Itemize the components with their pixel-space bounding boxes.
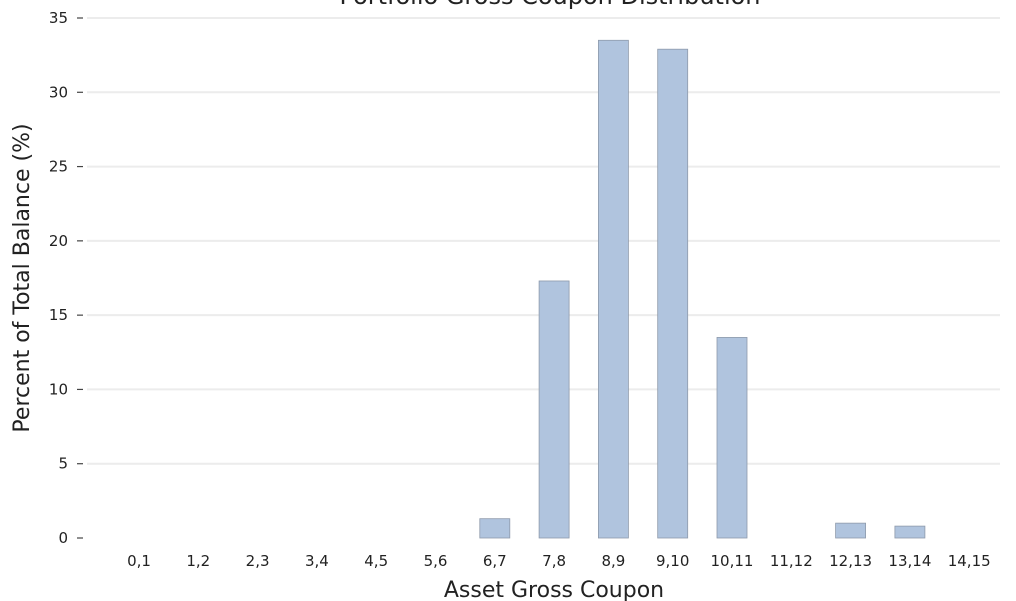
bars bbox=[479, 39, 926, 539]
bar-8-9 bbox=[598, 39, 629, 539]
x-tick-label: 12,13 bbox=[829, 552, 872, 570]
y-tick-label: 10 bbox=[49, 380, 68, 398]
x-tick-label: 11,12 bbox=[770, 552, 813, 570]
y-tick-label: 30 bbox=[49, 83, 68, 101]
x-axis: 0,1 1,2 2,3 3,4 4,5 5,6 6,7 7,8 8,9 9,10 10,11 11,1… bbox=[127, 552, 991, 570]
y-tick-label: 25 bbox=[49, 158, 68, 176]
bar-9-10 bbox=[657, 48, 689, 539]
x-tick-label: 3,4 bbox=[305, 552, 329, 570]
x-tick-label: 14,15 bbox=[948, 552, 991, 570]
x-tick-label: 10,11 bbox=[711, 552, 754, 570]
y-tick-label: 15 bbox=[49, 306, 68, 324]
x-tick-label: 6,7 bbox=[483, 552, 507, 570]
x-tick-label: 8,9 bbox=[601, 552, 625, 570]
bar-6-7 bbox=[479, 518, 511, 539]
x-tick-label: 1,2 bbox=[186, 552, 210, 570]
y-axis-title: Percent of Total Balance (%) bbox=[10, 123, 35, 432]
y-tick-label: 0 bbox=[58, 529, 68, 547]
x-tick-label: 4,5 bbox=[364, 552, 388, 570]
x-tick-label: 9,10 bbox=[656, 552, 689, 570]
bar-13-14 bbox=[894, 525, 926, 539]
chart-title: Portfolio Gross Coupon Distribution bbox=[339, 0, 760, 10]
x-tick-label: 13,14 bbox=[888, 552, 931, 570]
bar-10-11 bbox=[716, 337, 748, 539]
x-tick-label: 2,3 bbox=[246, 552, 270, 570]
x-tick-label: 5,6 bbox=[424, 552, 448, 570]
y-tick-label: 5 bbox=[58, 455, 68, 473]
x-tick-label: 0,1 bbox=[127, 552, 151, 570]
y-axis: 0 5 10 15 20 25 30 35 bbox=[49, 9, 83, 547]
y-tick-label: 35 bbox=[49, 9, 68, 27]
x-tick-label: 7,8 bbox=[542, 552, 566, 570]
bar-7-8 bbox=[538, 280, 570, 539]
y-tick-label: 20 bbox=[49, 232, 68, 250]
bar-12-13 bbox=[835, 522, 866, 539]
x-axis-title: Asset Gross Coupon bbox=[444, 578, 664, 601]
